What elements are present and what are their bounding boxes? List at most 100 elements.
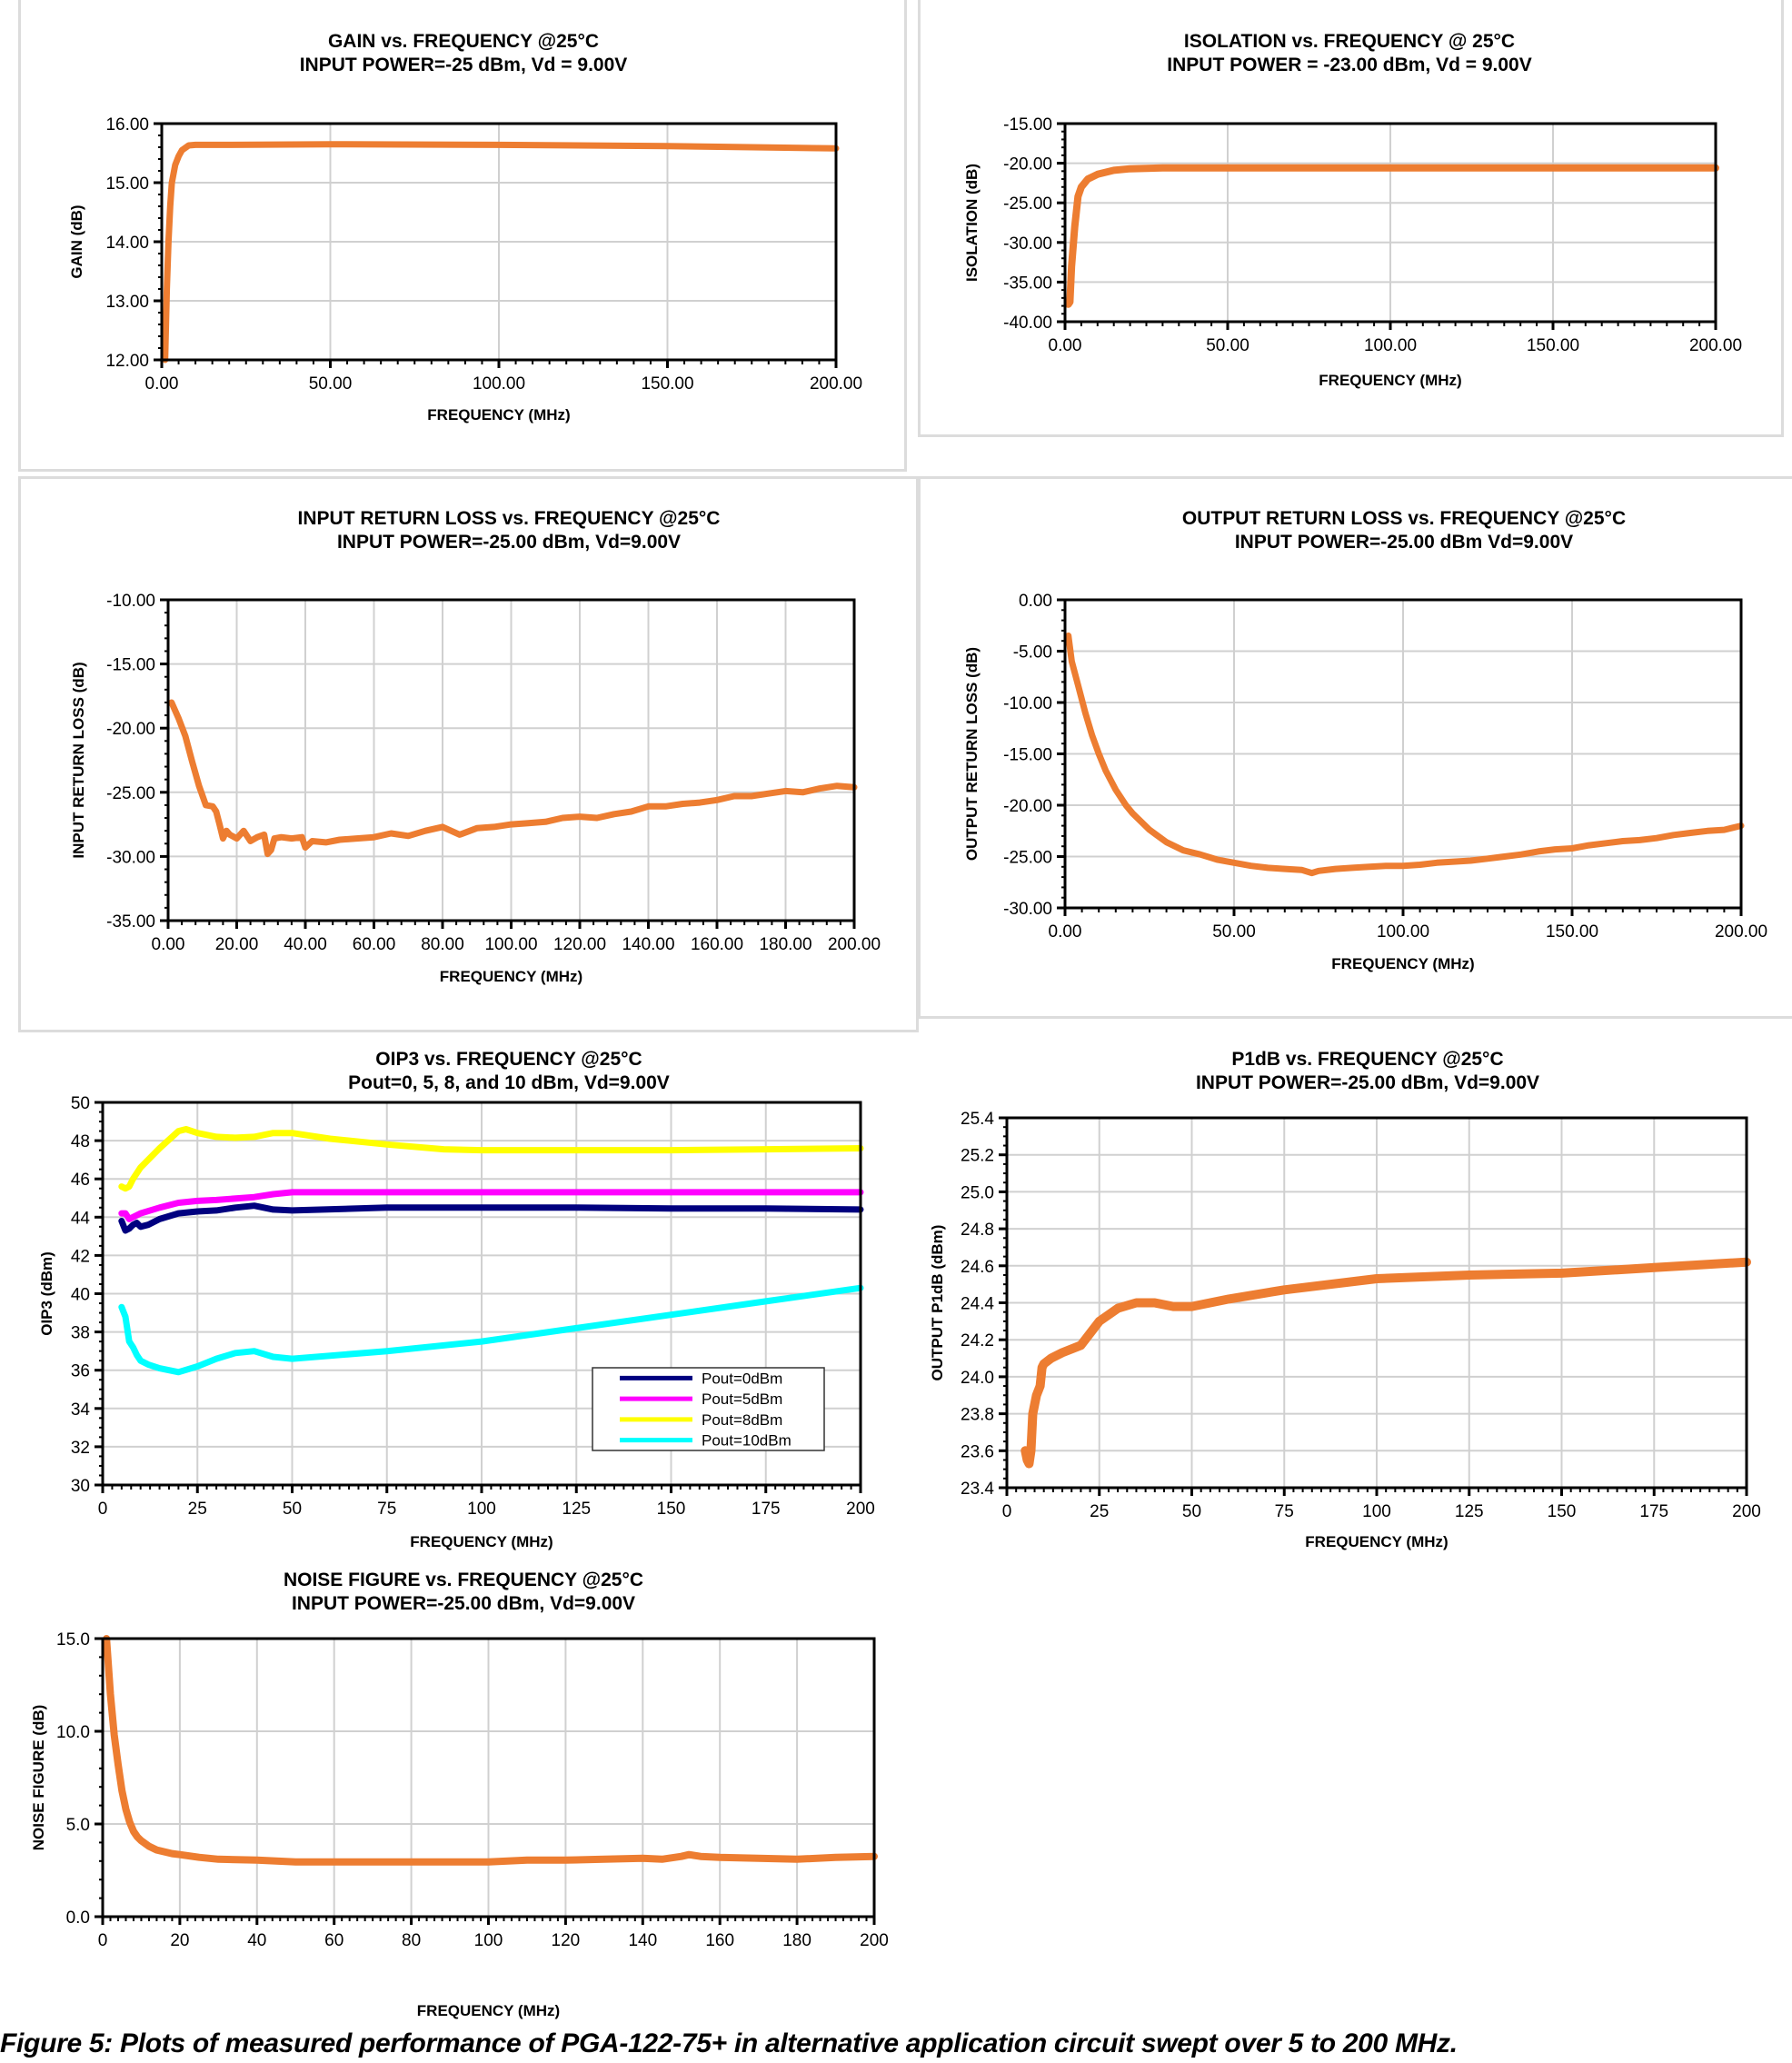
- series-line-p1db: [1020, 1257, 1751, 1469]
- x-tick-label: 0: [98, 1931, 108, 1950]
- x-tick-label: 125: [1455, 1502, 1484, 1521]
- y-tick-label: -5.00: [1013, 643, 1052, 663]
- y-tick-label: 10.0: [56, 1723, 90, 1742]
- y-tick-label: -15.00: [1003, 115, 1052, 135]
- chart-subtitle: INPUT POWER = -23.00 dBm, Vd = 9.00V: [1167, 55, 1531, 75]
- x-tick-label: 100: [467, 1500, 496, 1519]
- chart-subtitle: INPUT POWER=-25.00 dBm, Vd=9.00V: [292, 1593, 635, 1614]
- x-axis-label: FREQUENCY (MHz): [1331, 955, 1474, 972]
- y-tick-label: 42: [71, 1247, 90, 1266]
- y-tick-label: 24.2: [961, 1331, 994, 1350]
- x-tick-label: 120: [552, 1931, 581, 1950]
- x-tick-label: 50.00: [1206, 336, 1249, 355]
- y-tick-label: -30.00: [106, 848, 155, 867]
- chart-gain: GAIN vs. FREQUENCY @25°C INPUT POWER=-25 …: [68, 31, 862, 424]
- x-tick-label: 75: [1275, 1502, 1294, 1521]
- y-tick-label: -20.00: [1003, 155, 1052, 174]
- x-tick-label: 40.00: [284, 935, 327, 954]
- y-tick-label: -25.00: [1003, 194, 1052, 214]
- x-tick-label: 100.00: [484, 935, 537, 954]
- y-tick-label: 48: [71, 1132, 90, 1151]
- x-tick-label: 200: [846, 1500, 875, 1519]
- series-line-isolation: [1064, 164, 1719, 308]
- y-tick-label: -30.00: [1003, 234, 1052, 254]
- legend-label: Pout=0dBm: [702, 1370, 782, 1387]
- x-axis-label: FREQUENCY (MHz): [1319, 372, 1461, 389]
- chart-subtitle: INPUT POWER=-25.00 dBm, Vd=9.00V: [337, 532, 681, 553]
- x-tick-label: 200: [860, 1931, 889, 1950]
- chart-isolation: ISOLATION vs. FREQUENCY @ 25°C INPUT POWE…: [963, 31, 1742, 389]
- y-tick-label: 0.0: [66, 1909, 90, 1928]
- x-tick-label: 150.00: [1546, 922, 1598, 942]
- series-line-gain: [162, 141, 840, 364]
- y-tick-label: 24.8: [961, 1221, 994, 1240]
- y-tick-label: -15.00: [1003, 746, 1052, 765]
- y-tick-label: 30: [71, 1477, 90, 1496]
- x-tick-label: 20: [170, 1931, 189, 1950]
- chart-subtitle: Pout=0, 5, 8, and 10 dBm, Vd=9.00V: [348, 1072, 670, 1093]
- x-axis-label: FREQUENCY (MHz): [440, 968, 582, 985]
- x-tick-label: 100: [1362, 1502, 1391, 1521]
- legend-label: Pout=5dBm: [702, 1390, 782, 1408]
- chart-title: INPUT RETURN LOSS vs. FREQUENCY @25°C: [298, 508, 721, 529]
- series-line-pout-0dbm: [118, 1202, 864, 1234]
- chart-input-return-loss: INPUT RETURN LOSS vs. FREQUENCY @25°C INP…: [70, 508, 881, 985]
- y-tick-label: 25.2: [961, 1147, 994, 1166]
- y-tick-label: 34: [71, 1400, 91, 1420]
- y-tick-label: 0.00: [1019, 592, 1052, 611]
- legend-label: Pout=10dBm: [702, 1432, 791, 1450]
- y-tick-label: 40: [71, 1286, 90, 1305]
- x-tick-label: 20.00: [215, 935, 259, 954]
- y-tick-label: 24.4: [961, 1295, 994, 1314]
- y-tick-label: -15.00: [106, 656, 155, 675]
- x-tick-label: 0.00: [152, 935, 185, 954]
- x-tick-label: 0: [98, 1500, 108, 1519]
- x-tick-label: 200.00: [1689, 336, 1742, 355]
- legend: Pout=0dBm Pout=5dBm Pout=8dBm Pout=10dBm: [592, 1367, 825, 1451]
- legend-box: [592, 1367, 825, 1451]
- x-tick-label: 80: [402, 1931, 421, 1950]
- x-tick-label: 140: [628, 1931, 657, 1950]
- x-tick-label: 40: [247, 1931, 266, 1950]
- x-tick-label: 120.00: [553, 935, 606, 954]
- series-line-noise-figure: [103, 1635, 878, 1866]
- y-axis-label: OUTPUT P1dB (dBm): [929, 1225, 946, 1381]
- chart-output-return-loss: OUTPUT RETURN LOSS vs. FREQUENCY @25°C IN…: [963, 508, 1767, 972]
- y-tick-label: 23.8: [961, 1406, 994, 1425]
- y-tick-label: 23.4: [961, 1480, 994, 1499]
- x-tick-label: 140.00: [622, 935, 674, 954]
- x-tick-label: 150.00: [1527, 336, 1579, 355]
- y-axis-label: OUTPUT RETURN LOSS (dB): [963, 647, 981, 861]
- chart-title: OUTPUT RETURN LOSS vs. FREQUENCY @25°C: [1182, 508, 1626, 529]
- x-tick-label: 50.00: [1212, 922, 1256, 942]
- x-axis-label: FREQUENCY (MHz): [427, 406, 570, 424]
- x-tick-label: 80.00: [421, 935, 464, 954]
- legend-item: Pout=10dBm: [620, 1432, 791, 1450]
- y-tick-label: 15.0: [56, 1630, 90, 1649]
- y-tick-label: -25.00: [1003, 849, 1052, 868]
- chart-title: NOISE FIGURE vs. FREQUENCY @25°C: [284, 1570, 643, 1590]
- chart-title: GAIN vs. FREQUENCY @25°C: [328, 31, 599, 52]
- x-tick-label: 25: [188, 1500, 207, 1519]
- y-tick-label: -10.00: [106, 592, 155, 611]
- y-tick-label: -25.00: [106, 784, 155, 803]
- y-axis-label: GAIN (dB): [68, 204, 85, 278]
- x-tick-label: 100.00: [1364, 336, 1417, 355]
- series-line-pout-5dbm: [118, 1189, 864, 1222]
- y-axis-label: ISOLATION (dB): [963, 164, 981, 282]
- y-tick-label: 46: [71, 1171, 90, 1190]
- chart-subtitle: INPUT POWER=-25 dBm, Vd = 9.00V: [300, 55, 628, 75]
- y-tick-label: 50: [71, 1094, 90, 1113]
- x-tick-label: 60.00: [353, 935, 396, 954]
- x-tick-label: 160.00: [691, 935, 743, 954]
- legend-item: Pout=5dBm: [620, 1390, 782, 1408]
- series-line-pout-10dbm: [118, 1284, 864, 1376]
- y-tick-label: 23.6: [961, 1442, 994, 1461]
- x-tick-label: 180: [782, 1931, 811, 1950]
- x-tick-label: 25: [1090, 1502, 1109, 1521]
- x-tick-label: 0.00: [145, 374, 179, 394]
- x-tick-label: 175: [1639, 1502, 1668, 1521]
- y-tick-label: 12.00: [105, 352, 149, 371]
- chart-noise-figure: NOISE FIGURE vs. FREQUENCY @25°C INPUT PO…: [30, 1570, 889, 2019]
